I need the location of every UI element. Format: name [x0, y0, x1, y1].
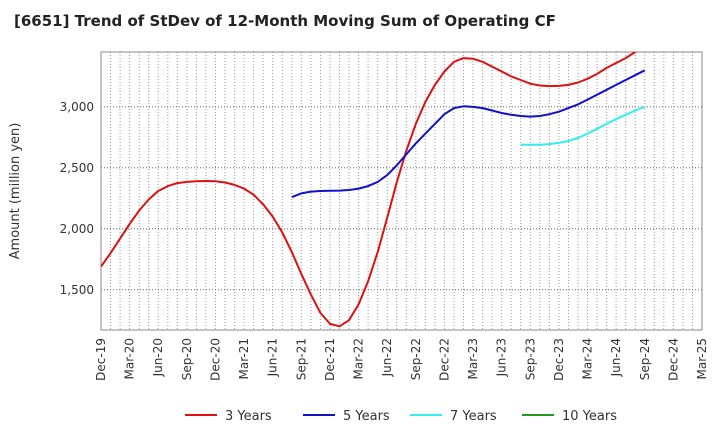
x-tick-label: Sep-23 [523, 338, 537, 380]
x-tick-label: Sep-21 [294, 338, 308, 380]
x-tick-label: Sep-20 [180, 338, 194, 380]
x-tick-label: Dec-24 [666, 338, 680, 381]
x-tick-label: Mar-23 [466, 338, 480, 379]
x-tick-label: Mar-21 [237, 338, 251, 379]
x-tick-label: Dec-20 [209, 338, 223, 381]
legend-label: 3 Years [225, 409, 272, 424]
x-tick-label: Mar-22 [352, 338, 366, 379]
series-layer [101, 52, 646, 328]
legend-label: 7 Years [450, 409, 497, 424]
x-tick-label: Sep-22 [409, 338, 423, 380]
legend-label: 10 Years [562, 409, 617, 424]
x-axis-ticks: Dec-19 Mar-20 Jun-20 Sep-20 Dec-20 Mar-21 Jun-… [94, 338, 709, 381]
legend: 3 Years 5 Years 7 Years 10 Years [185, 409, 617, 424]
x-tick-label: Dec-19 [94, 338, 108, 381]
y-tick-label: 3,000 [60, 100, 94, 114]
plot-area-frame [100, 51, 703, 331]
x-tick-label: Jun-21 [266, 338, 280, 377]
legend-label: 5 Years [343, 409, 390, 424]
x-tick-label: Mar-20 [123, 338, 137, 379]
y-axis-ticks: 1,500 2,000 2,500 3,000 [60, 100, 94, 297]
y-tick-label: 2,500 [60, 161, 94, 175]
series-line-3-years [101, 52, 638, 328]
y-tick-label: 2,000 [60, 222, 94, 236]
x-tick-label: Dec-23 [552, 338, 566, 381]
series-line-5-years [291, 69, 646, 199]
y-axis-title: Amount (million yen) [8, 123, 23, 260]
x-tick-label: Jun-24 [609, 338, 623, 377]
x-tick-label: Mar-24 [581, 338, 595, 379]
y-tick-label: 1,500 [60, 283, 94, 297]
series-line-7-years [520, 105, 646, 146]
x-tick-label: Jun-23 [495, 338, 509, 377]
x-tick-label: Jun-20 [151, 338, 165, 377]
x-tick-label: Sep-24 [638, 338, 652, 380]
grid [100, 52, 703, 330]
x-tick-label: Jun-22 [380, 338, 394, 377]
x-tick-label: Mar-25 [695, 338, 709, 379]
x-tick-label: Dec-22 [437, 338, 451, 381]
chart-title: [6651] Trend of StDev of 12-Month Moving… [14, 12, 556, 30]
x-tick-label: Dec-21 [323, 338, 337, 381]
